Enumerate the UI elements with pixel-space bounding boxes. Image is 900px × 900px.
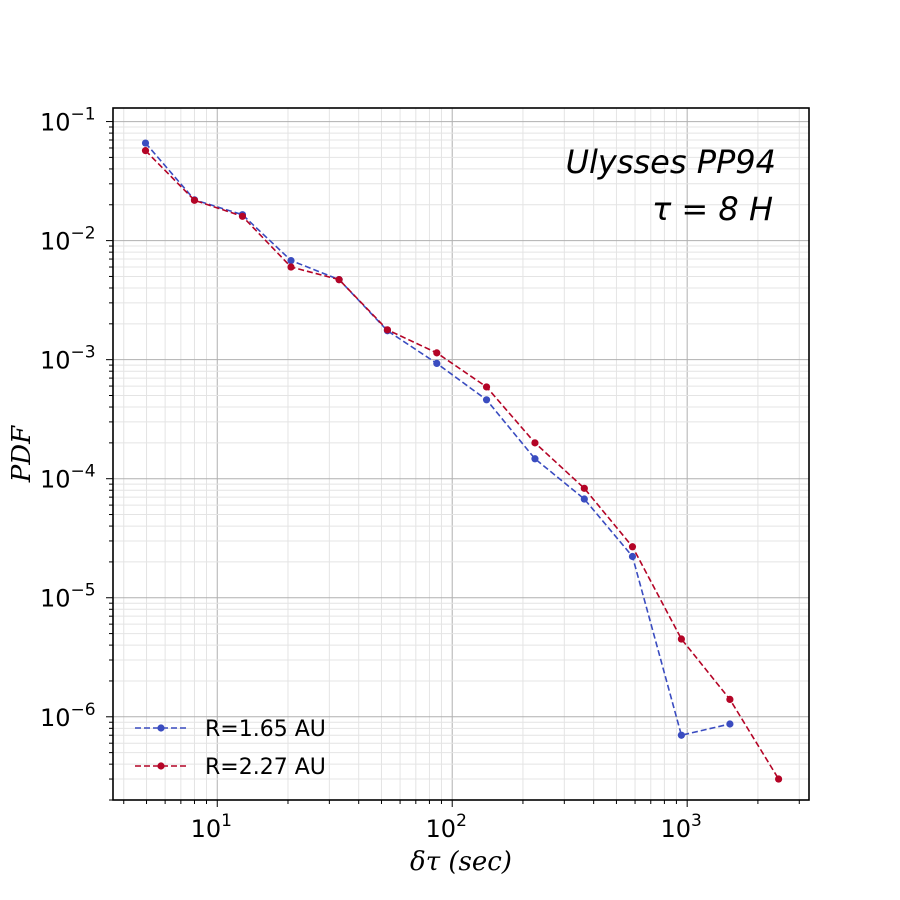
- series-1-point: [531, 455, 539, 463]
- legend-label-1: R=1.65 AU: [205, 717, 326, 742]
- y-axis-label: PDF: [7, 425, 37, 483]
- series-2-point: [580, 484, 588, 492]
- series-layer: [141, 139, 783, 783]
- series-1-point: [141, 139, 150, 147]
- legend-marker-2: [157, 762, 165, 770]
- tick-layer: 101 102 103 10−1 10−2 10−3 10−4 10−5 10−6: [40, 105, 800, 843]
- series-2-point: [190, 196, 199, 204]
- series-2-point: [628, 543, 637, 551]
- series-2-point: [726, 695, 734, 703]
- series-1-point: [628, 552, 637, 561]
- legend: R=1.65 AU R=2.27 AU: [135, 717, 326, 780]
- annotation-tau: τ = 8 H: [652, 190, 773, 228]
- y-tick-label: 10−6: [40, 700, 96, 732]
- series-1-point: [677, 731, 685, 739]
- annotation-layer: Ulysses PP94 τ = 8 H: [566, 143, 776, 228]
- y-tick-label: 10−5: [40, 581, 96, 613]
- series-2-point: [482, 383, 491, 391]
- plot-background: [113, 108, 809, 800]
- series-2-point: [433, 349, 441, 357]
- x-tick-label: 102: [426, 811, 467, 843]
- legend-label-2: R=2.27 AU: [205, 755, 326, 780]
- y-tick-label: 10−4: [40, 462, 96, 494]
- series-2-point: [335, 276, 343, 284]
- series-2-point: [287, 263, 295, 271]
- series-2-point: [531, 439, 539, 447]
- legend-marker-1: [157, 724, 165, 732]
- series-2-point: [775, 775, 783, 783]
- x-axis-label: δτ (sec): [410, 847, 512, 877]
- series-2-point: [238, 212, 247, 220]
- y-tick-label: 10−3: [40, 343, 96, 375]
- y-tick-label: 10−1: [40, 105, 96, 137]
- grid-layer: [113, 108, 809, 801]
- plot-frame: [112, 107, 810, 801]
- y-tick-label: 10−2: [40, 224, 96, 256]
- series-1-point: [726, 720, 734, 728]
- series-1-point: [287, 256, 295, 265]
- annotation-title: Ulysses PP94: [566, 143, 776, 181]
- series-2-point: [383, 326, 392, 334]
- series-1-point: [433, 359, 441, 368]
- series-1-point: [482, 396, 491, 404]
- x-tick-label: 101: [191, 811, 232, 843]
- series-2-point: [677, 635, 685, 643]
- x-tick-label: 103: [660, 811, 701, 843]
- series-1-point: [580, 495, 588, 503]
- series-2-point: [141, 147, 150, 155]
